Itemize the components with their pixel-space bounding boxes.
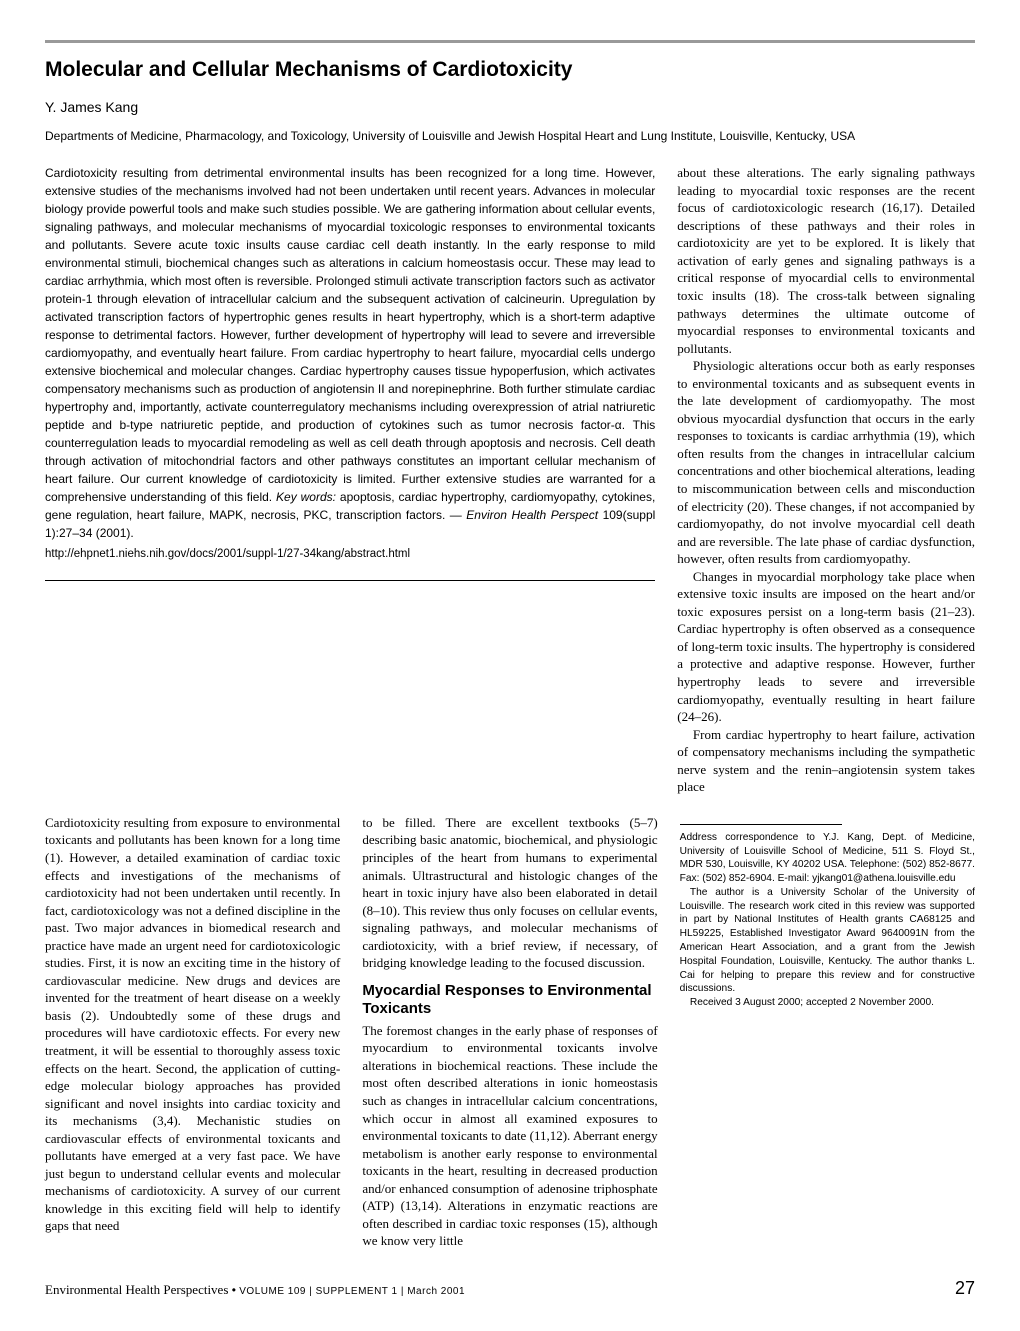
footer-journal: Environmental Health Perspectives [45,1282,228,1297]
correspondence-rule [680,824,842,825]
author-name: Y. James Kang [45,98,975,118]
abstract-body: Cardiotoxicity resulting from detrimenta… [45,166,655,504]
intro-right-column: about these alterations. The early signa… [677,164,975,796]
page-footer: Environmental Health Perspectives • VOLU… [45,1276,975,1301]
abstract-url: http://ehpnet1.niehs.nih.gov/docs/2001/s… [45,546,655,562]
abstract-column: Cardiotoxicity resulting from detrimenta… [45,164,655,796]
abstract-paragraph: Cardiotoxicity resulting from detrimenta… [45,164,655,542]
body-paragraph: to be filled. There are excellent textbo… [362,814,657,972]
body-columns: Cardiotoxicity resulting from exposure t… [45,814,975,1250]
title-rule [45,40,975,43]
intro-paragraph: about these alterations. The early signa… [677,164,975,357]
author-affiliation: Departments of Medicine, Pharmacology, a… [45,128,975,144]
footer-volume: VOLUME 109 | SUPPLEMENT 1 | March 2001 [239,1286,465,1297]
correspondence-dates: Received 3 August 2000; accepted 2 Novem… [680,996,975,1010]
body-paragraph: Cardiotoxicity resulting from exposure t… [45,814,340,1235]
intro-paragraph: Physiologic alterations occur both as ea… [677,357,975,568]
intro-paragraph: From cardiac hypertrophy to heart failur… [677,726,975,796]
article-title: Molecular and Cellular Mechanisms of Car… [45,55,975,84]
correspondence-funding: The author is a University Scholar of th… [680,886,975,996]
intro-paragraph: Changes in myocardial morphology take pl… [677,568,975,726]
body-col-2: to be filled. There are excellent textbo… [362,814,657,1250]
abstract-divider [45,580,655,581]
body-col-1: Cardiotoxicity resulting from exposure t… [45,814,340,1250]
footer-left: Environmental Health Perspectives • VOLU… [45,1281,465,1299]
upper-section: Cardiotoxicity resulting from detrimenta… [45,164,975,796]
footer-page-number: 27 [955,1276,975,1301]
section-heading: Myocardial Responses to Environmental To… [362,982,657,1018]
abstract-citation-journal: Environ Health Perspect [466,508,602,522]
correspondence-address: Address correspondence to Y.J. Kang, Dep… [680,831,975,886]
body-paragraph: The foremost changes in the early phase … [362,1022,657,1250]
body-col-3: Address correspondence to Y.J. Kang, Dep… [680,814,975,1250]
keywords-label: Key words: [276,490,336,504]
footer-separator: • [228,1283,239,1297]
